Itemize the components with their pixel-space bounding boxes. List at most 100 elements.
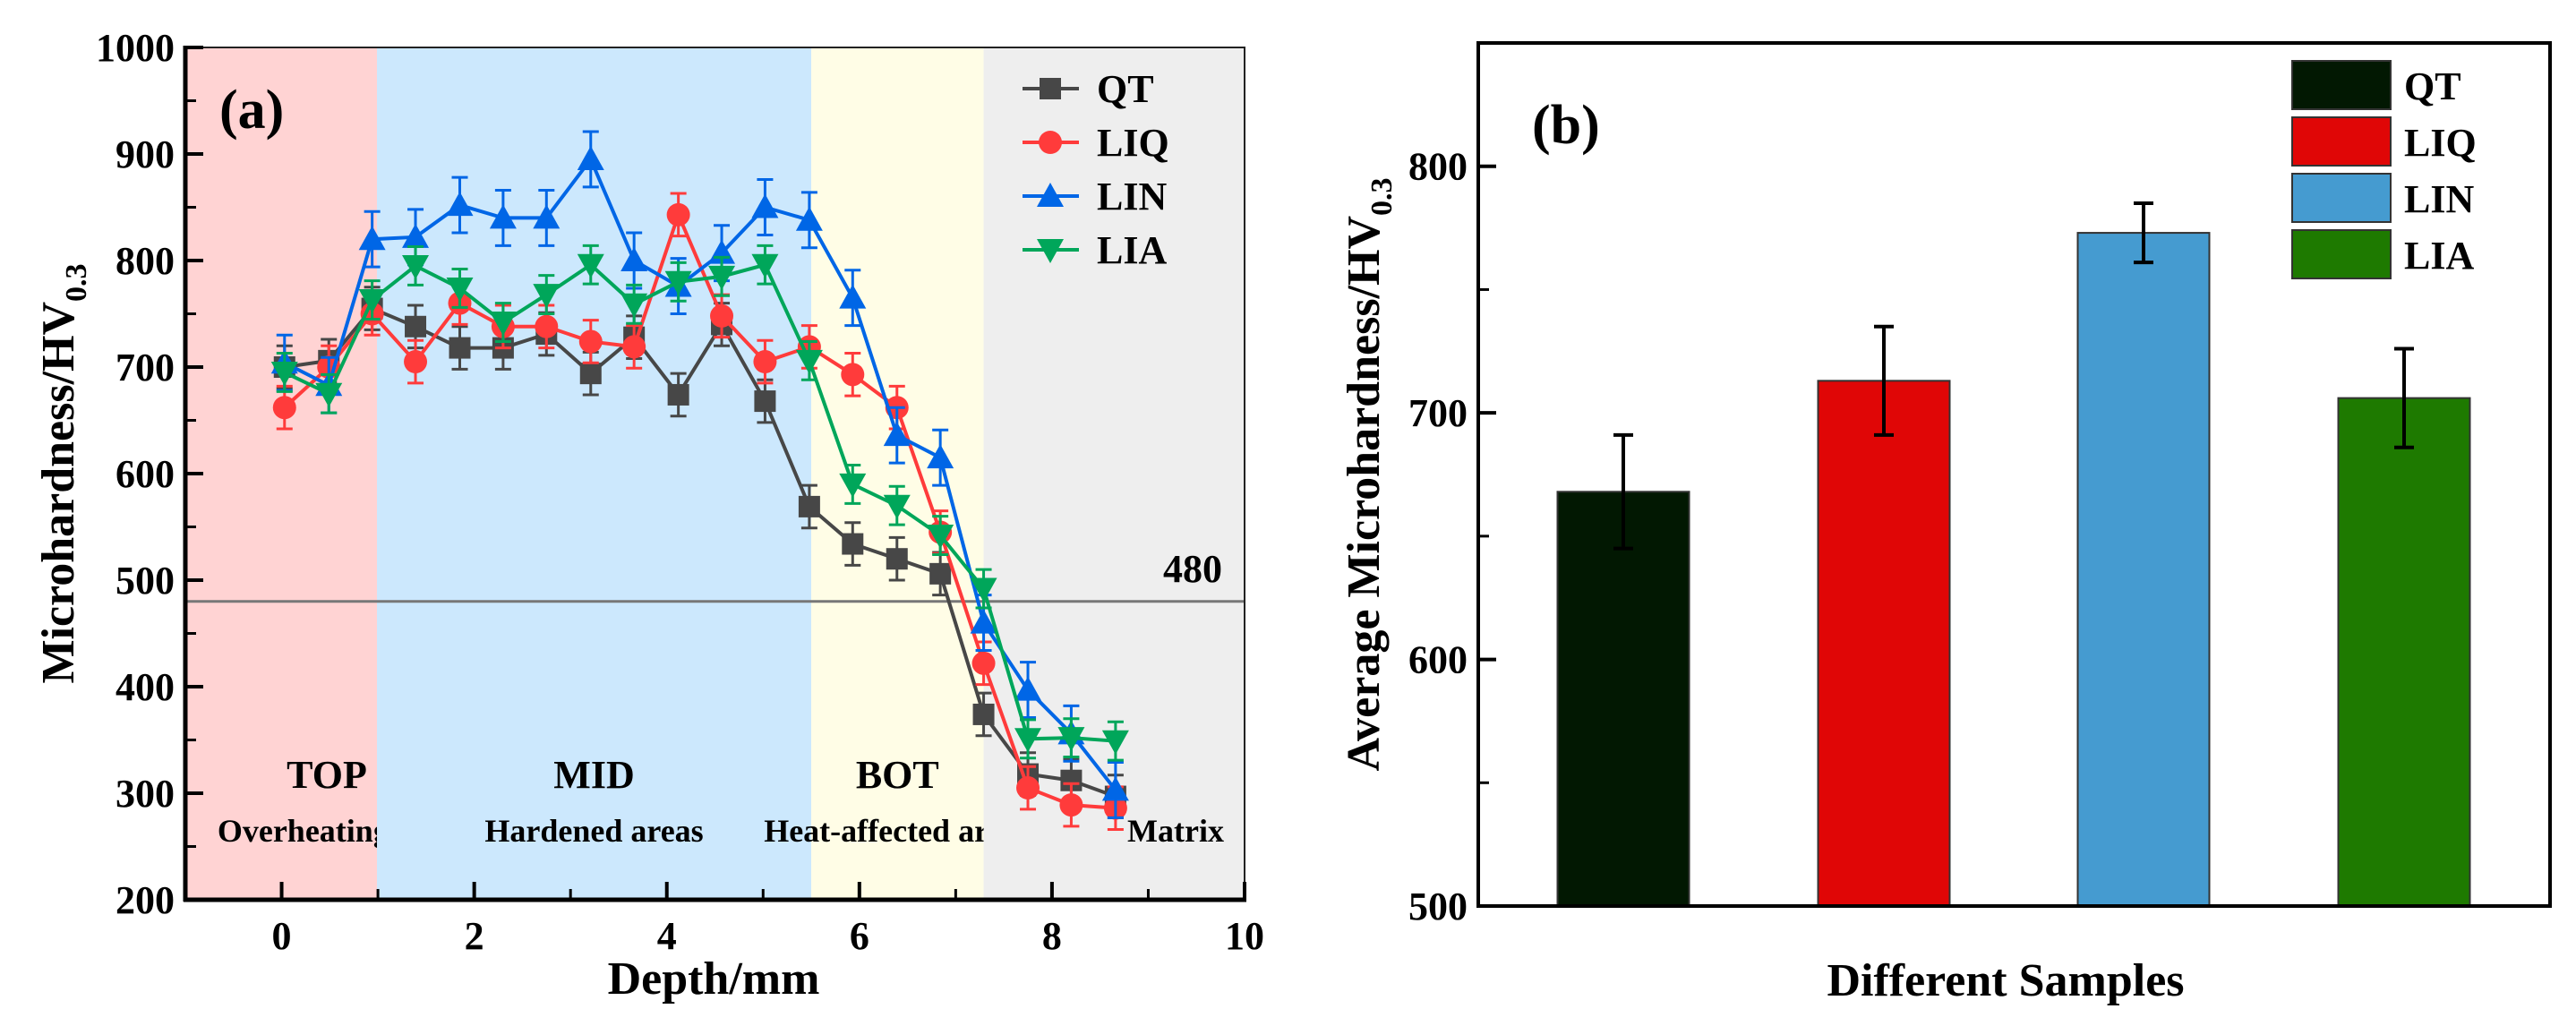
data-point [971,651,996,675]
data-point [358,289,386,314]
data-point [1101,730,1129,755]
zone-title: BOT [856,753,939,797]
data-point [578,329,603,354]
legend-item-LIN: LIN [2291,173,2474,223]
legend-label: LIA [2404,234,2474,278]
y-axis-label-b: Average Microhardness/HV0.3 [1339,177,1399,771]
y-tick-label: 400 [116,665,175,709]
zone-subtitle: Hardened areas [484,813,703,849]
data-point [883,494,911,519]
bar-group-LIN [2076,201,2211,907]
y-axis-label-b-main: Average Microhardness/HV [1339,216,1390,772]
bar-group-QT [1556,432,1690,908]
data-point [839,284,867,309]
y-tick-label: 200 [116,878,175,922]
y-tick-label: 900 [116,133,175,176]
bar-LIN [2076,232,2211,907]
legend-b: QT LIQ LIN LIA [2291,60,2477,279]
error-bar [2134,201,2153,265]
legend-item-LIQ: LIQ [1023,121,1169,165]
data-point [970,609,997,634]
y-axis-label-b-sub: 0.3 [1365,177,1399,216]
y-tick-label: 600 [116,452,175,496]
zone-title: MID [553,753,634,797]
legend-label: QT [1097,67,1154,111]
data-point [405,315,427,338]
series-LIA [270,244,1129,762]
x-tick-label: 4 [657,914,677,958]
data-point [883,422,911,447]
data-point [577,253,604,278]
error-bar [2394,346,2414,449]
y-tick-label: 300 [116,772,175,816]
data-point [842,533,864,555]
data-point [449,337,471,359]
legend-item-LIA: LIA [1023,228,1167,272]
zone-title: TOP [287,753,367,797]
legend-item-QT: QT [2291,60,2461,110]
legend-a: QT LIQ LIN LIA [1023,67,1169,272]
data-point [1101,776,1129,801]
legend-label: LIN [2404,177,2474,221]
data-point [315,382,343,407]
data-point [754,390,776,413]
reference-line-480: 480 [185,547,1245,603]
data-point [620,247,648,271]
data-point [620,293,648,318]
data-point [753,350,777,374]
legend-label: LIN [1097,175,1167,218]
data-point [1016,776,1040,800]
legend-marker [1037,183,1064,207]
plot-frame [1476,41,2552,908]
data-point [839,473,867,498]
y-tick-label: 700 [1408,391,1468,435]
data-point [579,363,602,385]
legend-marker [1040,78,1061,99]
data-point [535,314,559,338]
legend-label: LIQ [2404,121,2477,165]
data-point [1014,728,1042,753]
data-point [886,548,908,570]
data-point [972,703,995,725]
data-point [970,577,997,603]
data-point [402,254,430,279]
legend-item-LIA: LIA [2291,229,2474,279]
data-point [533,204,561,229]
data-point [489,312,517,337]
data-point [927,525,954,550]
bar-QT [1556,491,1690,908]
chart-b-average-microhardness: 500 600 700 800 (b) Different Samples Avera… [1339,41,2552,1006]
x-tick-label: 2 [465,914,484,958]
legend-item-LIN: LIN [1023,175,1167,218]
zone-0-background [185,47,378,900]
data-point [402,223,430,248]
data-point [358,226,386,251]
y-axis-label-a: Microhardness/HV0.3 [33,263,93,683]
data-point [929,562,952,585]
legend-label: LIQ [1097,121,1169,165]
zone-1-background [377,47,812,900]
x-tick-label: 8 [1042,914,1062,958]
data-point [841,363,865,387]
y-axis-label-a-sub: 0.3 [60,263,93,302]
error-bar [1613,432,1633,551]
panel-label-b: (b) [1532,95,1600,156]
series-group [270,130,1129,831]
data-point [795,206,823,231]
legend-label: LIA [1097,228,1167,272]
data-point [270,361,298,386]
data-point [666,202,690,227]
legend-item-LIQ: LIQ [2291,116,2477,167]
bar-group-LIA [2337,346,2471,908]
x-tick-label: 10 [1225,914,1264,958]
legend-label: QT [2404,64,2461,108]
y-tick-label: 700 [116,346,175,389]
x-tick-label: 0 [272,914,292,958]
data-point [404,350,428,374]
legend-marker [1039,131,1062,154]
data-point [1059,793,1083,817]
data-point [533,284,561,309]
